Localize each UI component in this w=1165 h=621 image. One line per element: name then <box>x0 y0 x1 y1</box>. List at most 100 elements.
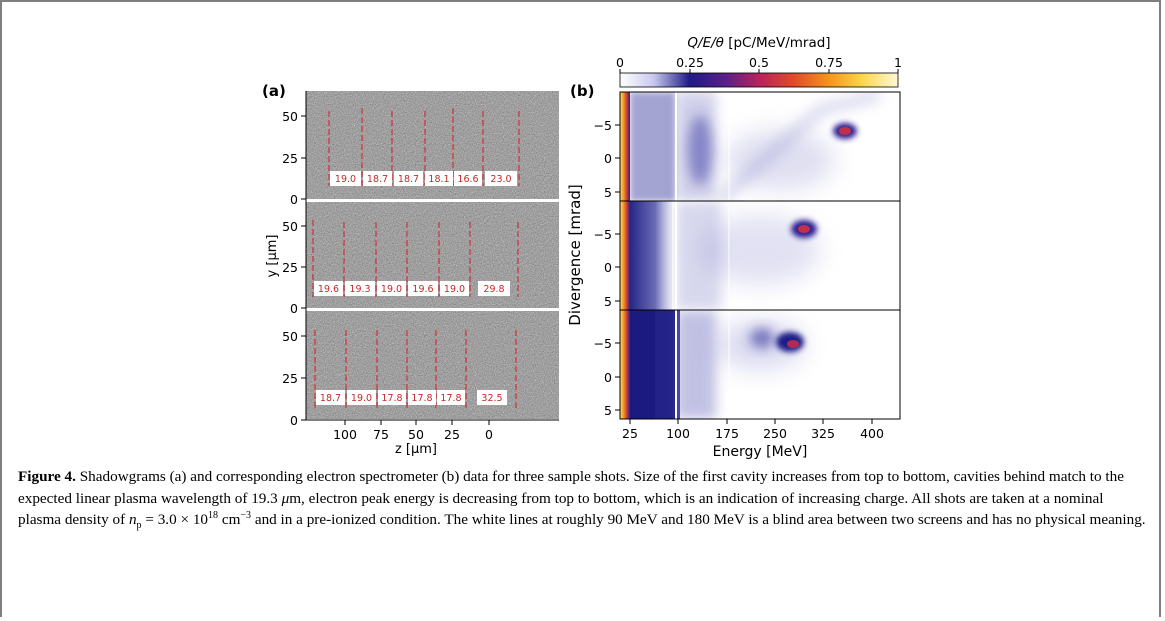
blind-area-lines <box>675 92 730 419</box>
svg-text:16.6: 16.6 <box>457 174 478 185</box>
x-tick: 100 <box>666 426 690 441</box>
cavity-label: 18.1 <box>425 171 453 186</box>
caption-text: m, electron peak energy is decreasing fr… <box>18 489 1104 529</box>
y-tick: 0 <box>604 370 612 385</box>
svg-text:18.7: 18.7 <box>320 393 341 404</box>
panel-a-ylabel: y [μm] <box>265 235 280 278</box>
spectra-frames <box>615 91 901 424</box>
panel-b-xlabel: Energy [MeV] <box>713 444 808 460</box>
y-tick: −5 <box>594 336 612 351</box>
cavity-label: 19.3 <box>345 281 375 296</box>
svg-text:18.7: 18.7 <box>367 174 388 185</box>
colorbar-tick: 0 <box>616 55 624 70</box>
y-tick: 0 <box>290 192 298 207</box>
caption-text: Shadowgrams (a) and corresponding electr… <box>18 468 1124 507</box>
caption-text: and in a pre-ionized condition. The whit… <box>251 511 1146 528</box>
x-tick: 400 <box>860 426 884 441</box>
spectrum-1 <box>620 92 900 201</box>
y-tick: 25 <box>282 371 298 386</box>
svg-text:19.6: 19.6 <box>412 284 433 295</box>
colorbar-tick: 0.75 <box>815 55 843 70</box>
cavity-label: 19.0 <box>440 281 469 296</box>
y-tick: 25 <box>282 151 298 166</box>
caption-sub: p <box>136 520 142 532</box>
svg-text:18.1: 18.1 <box>428 174 449 185</box>
caption-eq: = 3.0 × 10 <box>141 511 209 528</box>
panel-b-label: (b) <box>570 82 594 100</box>
svg-text:23.0: 23.0 <box>490 174 511 185</box>
panel-b-ylabel: Divergence [mrad] <box>566 184 584 325</box>
x-tick: 250 <box>763 426 787 441</box>
y-tick: 5 <box>604 185 612 200</box>
y-tick: 50 <box>282 329 298 344</box>
x-tick: 25 <box>622 426 638 441</box>
cavity-label: 18.7 <box>394 171 423 186</box>
cavity-label: 29.8 <box>478 281 510 296</box>
figure-graphic: (a) 19.0 18.7 18.7 18.1 16.6 23.0 19.6 <box>262 35 902 460</box>
svg-text:32.5: 32.5 <box>481 393 502 404</box>
cavity-label: 16.6 <box>454 171 482 186</box>
caption-label: Figure 4. <box>18 468 76 485</box>
svg-text:19.6: 19.6 <box>318 284 339 295</box>
x-tick: 25 <box>444 427 460 442</box>
cavity-label: 32.5 <box>477 390 507 405</box>
x-tick: 50 <box>408 427 424 442</box>
spectrum-3 <box>620 310 900 419</box>
x-tick: 175 <box>715 426 739 441</box>
svg-text:19.0: 19.0 <box>381 284 402 295</box>
x-tick: 100 <box>333 427 357 442</box>
y-tick: 0 <box>290 301 298 316</box>
caption-var-n: n <box>128 511 137 528</box>
colorbar-ticks <box>619 69 899 73</box>
y-tick: −5 <box>594 118 612 133</box>
y-tick: 0 <box>290 413 298 428</box>
svg-text:29.8: 29.8 <box>483 284 504 295</box>
x-tick: 325 <box>811 426 835 441</box>
colorbar-tick: 0.5 <box>749 55 769 70</box>
spectrum-2 <box>620 201 900 310</box>
x-tick: 0 <box>485 427 493 442</box>
caption-unit: cm <box>218 511 241 528</box>
svg-text:17.8: 17.8 <box>381 393 402 404</box>
y-tick: −5 <box>594 227 612 242</box>
cavity-label: 19.6 <box>314 281 343 296</box>
svg-text:19.3: 19.3 <box>349 284 370 295</box>
y-tick: 0 <box>604 151 612 166</box>
caption-mu: μ <box>281 489 290 507</box>
cavity-label: 17.8 <box>437 390 465 405</box>
svg-text:17.8: 17.8 <box>440 393 461 404</box>
caption-sup: 18 <box>208 509 219 521</box>
colorbar <box>619 72 899 88</box>
panel-a-label: (a) <box>262 82 286 100</box>
svg-text:19.0: 19.0 <box>335 174 356 185</box>
y-tick: 5 <box>604 294 612 309</box>
svg-text:19.0: 19.0 <box>444 284 465 295</box>
svg-text:17.8: 17.8 <box>411 393 432 404</box>
x-tick: 75 <box>373 427 389 442</box>
panel-a-xlabel: z [μm] <box>395 442 437 457</box>
cavity-label: 17.8 <box>378 390 406 405</box>
y-tick: 5 <box>604 403 612 418</box>
colorbar-label: Q/E/θ [pC/MeV/mrad] <box>687 35 830 51</box>
colorbar-tick: 0.25 <box>676 55 704 70</box>
svg-text:18.7: 18.7 <box>398 174 419 185</box>
y-tick: 50 <box>282 219 298 234</box>
cavity-label: 18.7 <box>363 171 392 186</box>
shadowgram-1 <box>306 91 559 199</box>
svg-text:19.0: 19.0 <box>351 393 372 404</box>
colorbar-tick: 1 <box>894 55 902 70</box>
figure-caption: Figure 4. Shadowgrams (a) and correspond… <box>18 466 1148 531</box>
panel-a-axes <box>301 91 559 425</box>
cavity-label: 19.0 <box>347 390 376 405</box>
y-tick: 50 <box>282 109 298 124</box>
cavity-label: 19.0 <box>377 281 406 296</box>
cavity-label: 17.8 <box>408 390 436 405</box>
cavity-label: 19.6 <box>408 281 438 296</box>
y-tick: 25 <box>282 260 298 275</box>
y-tick: 0 <box>604 260 612 275</box>
cavity-label: 19.0 <box>330 171 361 186</box>
cavity-label: 18.7 <box>316 390 345 405</box>
cavity-label: 23.0 <box>485 171 517 186</box>
caption-sup: −3 <box>240 509 252 521</box>
